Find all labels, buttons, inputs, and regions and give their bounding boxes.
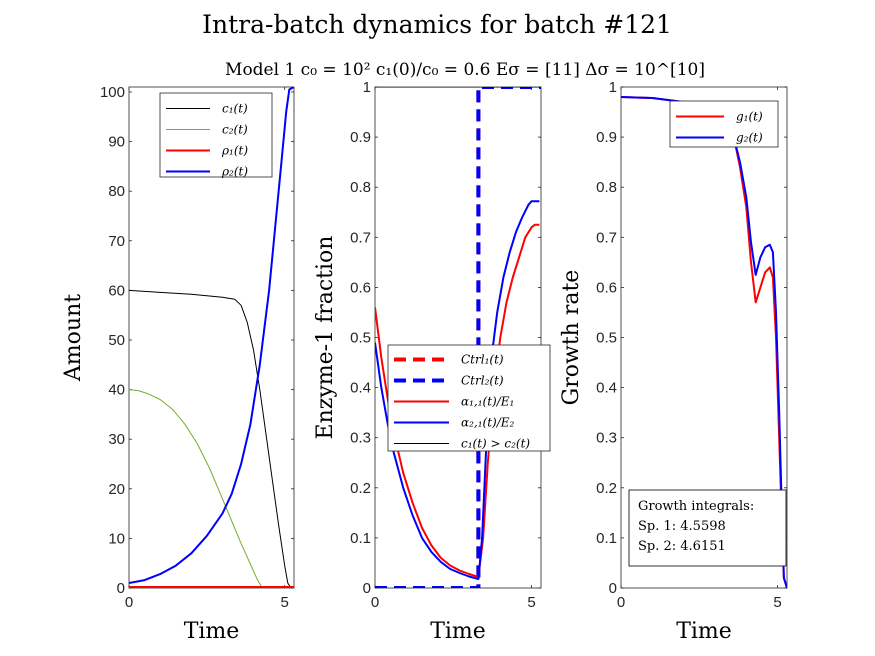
y-tick-label: 30	[108, 431, 125, 448]
y-tick-label: 20	[108, 481, 125, 498]
y-tick-label: 0.2	[596, 480, 617, 497]
legend: c₁(t) c₂(t) ρ₁(t) ρ₂(t)	[159, 92, 273, 179]
x-tick-label: 0	[125, 594, 133, 611]
x-tick-label: 0	[617, 594, 625, 611]
y-tick-label: 50	[108, 332, 125, 349]
y-tick-label: 0.6	[350, 279, 371, 296]
legend-box	[159, 92, 273, 178]
y-tick-label: 0.3	[596, 430, 617, 447]
y-tick-label: 0.2	[350, 480, 371, 497]
chart-panel-3: 0 0.1 0.2 0.3 0.4 0.5 0.6 0.7 0.8 0.9 1 0 5 Time Growt…	[559, 79, 788, 644]
legend-box	[387, 344, 551, 452]
series-line-4	[375, 200, 540, 580]
series-line-3	[375, 223, 540, 578]
legend: Ctrl₁(t) Ctrl₂(t) α₁,₁(t)/E₁ α₂,₁(t)/E₂ c₁(t…	[387, 344, 551, 452]
y-tick-label: 0.6	[596, 279, 617, 296]
y-tick-label: 100	[100, 84, 125, 101]
y-tick-label: 1	[363, 79, 371, 96]
x-tick-label: 0	[371, 594, 379, 611]
legend-label: c₁(t)	[222, 102, 248, 116]
y-tick-label: 0.7	[596, 229, 617, 246]
x-axis-label: Time	[184, 619, 240, 644]
legend-label: c₂(t)	[222, 123, 248, 137]
legend-label: α₂,₁(t)/E₂	[461, 416, 515, 430]
y-tick-label: 0.8	[596, 179, 617, 196]
y-tick-label: 0	[363, 580, 371, 597]
x-tick-label: 5	[527, 594, 535, 611]
series-line-4	[129, 87, 294, 584]
y-tick-label: 1	[609, 79, 617, 96]
y-tick-label: 0.8	[350, 179, 371, 196]
x-tick-label: 5	[773, 594, 781, 611]
annotation-line: Sp. 2: 4.6151	[638, 539, 726, 554]
y-tick-label: 0.4	[596, 380, 617, 397]
annotation-border	[628, 489, 787, 567]
annotation-box: Growth integrals: Sp. 1: 4.5598 Sp. 2: 4.6…	[628, 489, 787, 567]
legend-label: c₁(t) > c₂(t)	[461, 437, 530, 451]
y-tick-label: 80	[108, 183, 125, 200]
y-tick-label: 70	[108, 233, 125, 250]
figure-title: Intra-batch dynamics for batch #121	[202, 10, 672, 39]
series-line-2	[375, 87, 541, 588]
y-tick-label: 0.5	[596, 330, 617, 347]
plot-area	[129, 87, 294, 588]
y-axis-label: Growth rate	[559, 270, 584, 406]
legend-box	[669, 100, 779, 148]
y-tick-label: 10	[108, 530, 125, 547]
y-tick-label: 0.7	[350, 229, 371, 246]
x-axis-label: Time	[676, 619, 732, 644]
legend-label: ρ₂(t)	[221, 165, 248, 179]
legend-label: α₁,₁(t)/E₁	[461, 395, 514, 409]
y-axis-label: Amount	[61, 294, 86, 382]
figure-subtitle: Model 1 c₀ = 10² c₁(0)/c₀ = 0.6 Eσ = [11…	[225, 60, 705, 80]
y-tick-label: 0.3	[350, 430, 371, 447]
x-tick-label: 5	[280, 594, 288, 611]
y-axis-label: Enzyme-1 fraction	[313, 236, 338, 440]
chart-panel-2: 0 0.1 0.2 0.3 0.4 0.5 0.6 0.7 0.8 0.9 1 0 5 Time Enzym…	[313, 79, 551, 644]
legend: g₁(t) g₂(t)	[669, 100, 779, 148]
y-tick-label: 0	[117, 580, 125, 597]
plot-area	[375, 87, 541, 588]
y-tick-label: 0.4	[350, 380, 371, 397]
y-tick-label: 60	[108, 282, 125, 299]
legend-label: Ctrl₂(t)	[461, 374, 504, 388]
y-tick-label: 0.1	[350, 530, 371, 547]
y-tick-label: 0.1	[596, 530, 617, 547]
y-tick-label: 40	[108, 382, 125, 399]
y-tick-label: 0.5	[350, 330, 371, 347]
annotation-line: Sp. 1: 4.5598	[638, 519, 726, 534]
legend-label: g₁(t)	[736, 110, 763, 124]
x-axis-label: Time	[430, 619, 486, 644]
y-tick-label: 0.9	[596, 129, 617, 146]
legend-label: Ctrl₁(t)	[461, 353, 504, 367]
series-line-1	[129, 289, 292, 588]
legend-label: ρ₁(t)	[221, 144, 248, 158]
annotation-title: Growth integrals:	[638, 499, 754, 514]
y-tick-label: 0	[609, 580, 617, 597]
series-line-2	[129, 389, 264, 588]
y-tick-label: 90	[108, 134, 125, 151]
legend-label: g₂(t)	[736, 131, 763, 145]
y-tick-label: 0.9	[350, 129, 371, 146]
axes-box	[374, 86, 542, 589]
